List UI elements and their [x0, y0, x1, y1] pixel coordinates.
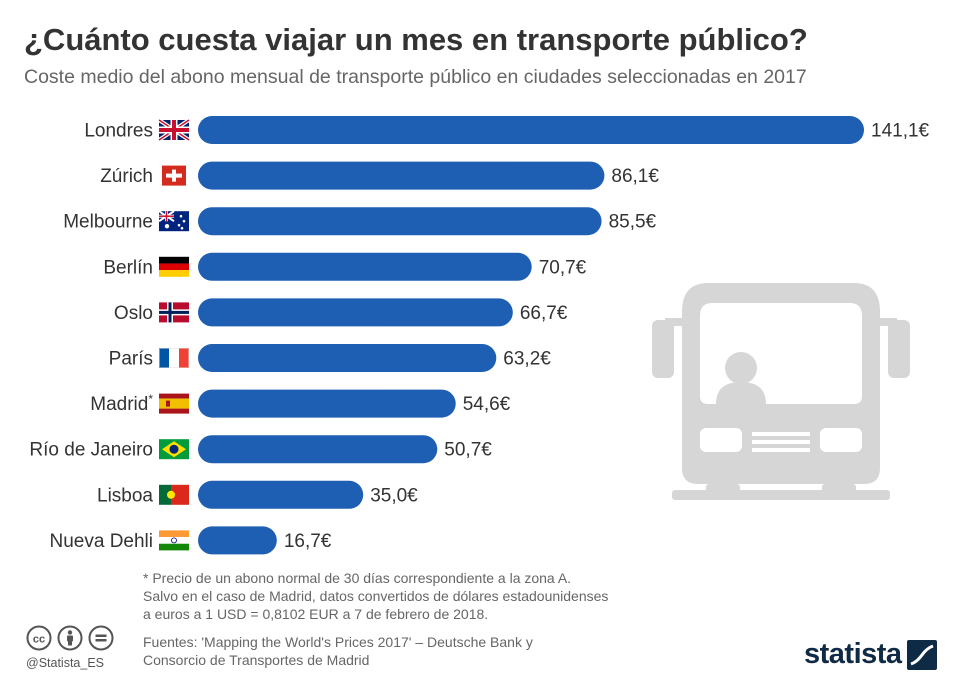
category-label: Londres: [84, 121, 153, 142]
brazil-flag-icon: [159, 439, 189, 460]
value-label: 141,1€: [871, 121, 930, 142]
category-label: París: [109, 349, 153, 370]
value-label: 54,6€: [463, 394, 511, 415]
license-icons: cc: [26, 625, 114, 651]
bar: [198, 480, 364, 509]
value-label: 35,0€: [370, 485, 418, 506]
portugal-flag-icon: [159, 484, 189, 505]
value-label: 63,2€: [503, 349, 551, 370]
footnote: * Precio de un abono normal de 30 días c…: [143, 570, 609, 622]
bars-group: Londres 141,1€ Zúrich 86,1€ Melbourne 85,5€ Be…: [29, 116, 930, 555]
category-label: Berlín: [103, 257, 153, 278]
india-flag-icon: [159, 530, 189, 551]
creative-commons-icon: cc: [26, 625, 52, 651]
bus-icon: [652, 283, 910, 500]
bar: [198, 526, 277, 555]
value-label: 70,7€: [539, 257, 587, 278]
value-label: 86,1€: [611, 166, 659, 187]
attribution-icon: [57, 625, 83, 651]
bar: [198, 298, 513, 327]
category-label: Nueva Dehli: [50, 531, 154, 552]
category-label: Oslo: [114, 303, 153, 324]
category-label: Lisboa: [97, 485, 153, 506]
sources: Fuentes: 'Mapping the World's Prices 201…: [143, 634, 533, 668]
germany-flag-icon: [159, 256, 189, 277]
chart-subtitle: Coste medio del abono mensual de transpo…: [24, 66, 807, 88]
australia-flag-icon: [158, 210, 189, 232]
bar: [198, 161, 605, 190]
category-label: Río de Janeiro: [29, 440, 153, 461]
no-derivatives-icon: [88, 625, 114, 651]
bar: [198, 389, 456, 418]
bar: [198, 435, 438, 464]
category-label: Madrid*: [90, 392, 153, 415]
statista-logo-icon: [906, 639, 937, 670]
svg-text:cc: cc: [33, 634, 45, 646]
switzerland-flag-icon: [162, 165, 186, 186]
france-flag-icon: [159, 348, 189, 368]
value-label: 85,5€: [609, 212, 657, 233]
bar: [198, 252, 532, 281]
social-handle: @Statista_ES: [26, 656, 105, 670]
norway-flag-icon: [159, 302, 189, 323]
category-label: Zúrich: [100, 166, 153, 187]
chart-title: ¿Cuánto cuesta viajar un mes en transpor…: [24, 22, 808, 57]
value-label: 66,7€: [520, 303, 568, 324]
value-label: 50,7€: [444, 440, 492, 461]
bar: [198, 344, 497, 372]
uk-flag-icon: [157, 118, 191, 142]
bar: [198, 116, 864, 144]
brand-name: statista: [804, 638, 902, 670]
statista-logo: statista: [804, 638, 937, 671]
category-label: Melbourne: [63, 212, 153, 233]
bar: [198, 207, 602, 236]
value-label: 16,7€: [284, 531, 332, 552]
spain-flag-icon: [159, 393, 189, 414]
